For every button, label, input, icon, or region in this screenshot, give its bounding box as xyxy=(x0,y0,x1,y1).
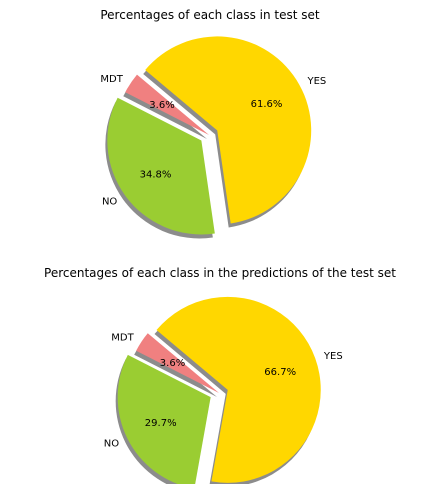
slice-label-no: NO xyxy=(102,197,117,208)
pie-chart-predictions: Percentages of each class in the predict… xyxy=(44,266,396,484)
slice-label-no: NO xyxy=(104,439,119,450)
pie-slices xyxy=(107,36,312,235)
slice-percentage-yes: 61.6% xyxy=(251,99,283,110)
slice-percentage-mdt: 3.6% xyxy=(160,358,185,369)
pie-slice-no xyxy=(107,97,215,235)
pie-slices xyxy=(117,296,321,484)
chart-title: Percentages of each class in test set xyxy=(100,8,320,22)
pie-slice-no xyxy=(117,354,211,484)
slice-percentage-no: 29.7% xyxy=(145,418,177,429)
slice-label-mdt: MDT xyxy=(100,74,123,85)
slice-label-yes: YES xyxy=(323,351,343,362)
pie-labels: MDT 3.6% NO 29.7% YES 66.7% xyxy=(104,333,343,450)
pie-slice-mdt xyxy=(125,74,209,135)
slice-percentage-no: 34.8% xyxy=(140,169,172,180)
pie-chart-test-set: Percentages of each class in test set MD… xyxy=(100,8,326,239)
pie-labels: MDT 3.6% NO 34.8% YES 61.6% xyxy=(100,74,326,208)
chart-title: Percentages of each class in the predict… xyxy=(44,266,396,280)
slice-label-yes: YES xyxy=(307,76,327,87)
slice-percentage-yes: 66.7% xyxy=(264,367,296,378)
pie-slice-yes xyxy=(156,296,321,483)
pie-slice-mdt xyxy=(136,333,219,393)
slice-label-mdt: MDT xyxy=(111,333,134,344)
pie-slice-yes xyxy=(145,36,312,224)
slice-percentage-mdt: 3.6% xyxy=(149,100,174,111)
